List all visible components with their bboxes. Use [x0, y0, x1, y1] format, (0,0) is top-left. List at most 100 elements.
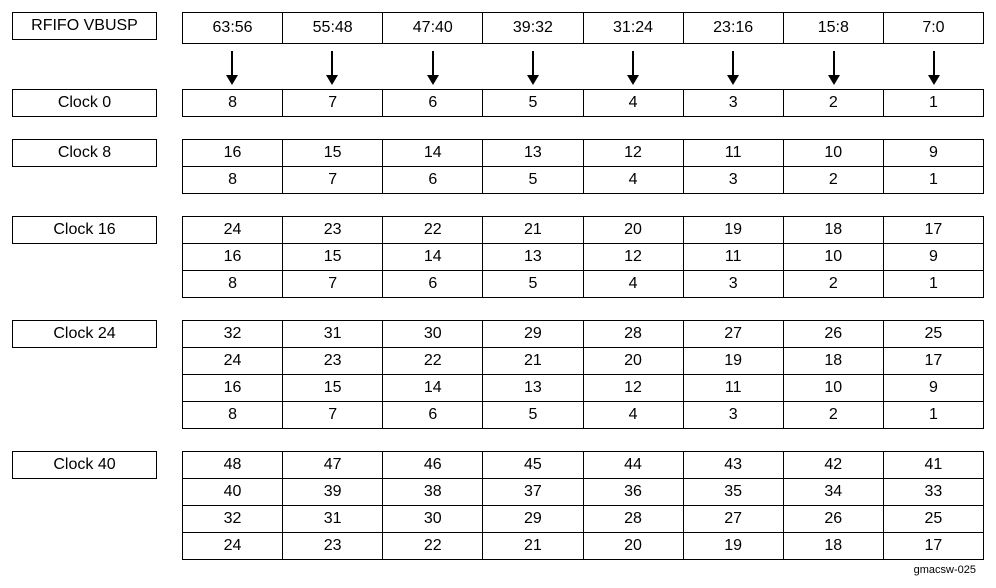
- down-arrow-icon: [927, 49, 941, 85]
- data-cell: 7: [283, 90, 383, 116]
- data-cell: 10: [784, 375, 884, 401]
- data-cell: 21: [483, 348, 583, 374]
- clock-data-col: 32 31 30 29 28 27 26 25 24 23 22 21 20 1…: [182, 320, 984, 429]
- data-cell: 3: [684, 402, 784, 428]
- arrow-cell: [483, 44, 583, 89]
- table-row: 8 7 6 5 4 3 2 1: [182, 89, 984, 117]
- data-cell: 17: [884, 533, 983, 559]
- data-cell: 25: [884, 506, 983, 532]
- data-cell: 5: [483, 90, 583, 116]
- data-cell: 9: [884, 140, 983, 166]
- data-cell: 26: [784, 506, 884, 532]
- bit-header-cell: 55:48: [283, 13, 383, 43]
- data-cell: 5: [483, 402, 583, 428]
- clock-label-col: Clock 0: [12, 89, 157, 117]
- bit-header-cell: 15:8: [784, 13, 884, 43]
- clock-label-col: Clock 24: [12, 320, 157, 348]
- data-cell: 47: [283, 452, 383, 478]
- data-cell: 27: [684, 506, 784, 532]
- arrow-row: [182, 44, 984, 89]
- data-cell: 28: [584, 506, 684, 532]
- data-cell: 29: [483, 506, 583, 532]
- arrow-cell: [182, 44, 282, 89]
- data-cell: 18: [784, 533, 884, 559]
- down-arrow-icon: [626, 49, 640, 85]
- block-gap: [12, 117, 984, 139]
- data-cell: 15: [283, 375, 383, 401]
- bit-header-cell: 23:16: [684, 13, 784, 43]
- data-cell: 16: [183, 375, 283, 401]
- clock-block-0: Clock 0 8 7 6 5 4 3 2 1: [12, 89, 984, 117]
- data-cell: 4: [584, 271, 684, 297]
- data-cell: 13: [483, 244, 583, 270]
- bit-header-cell: 7:0: [884, 13, 983, 43]
- bit-header-row: 63:56 55:48 47:40 39:32 31:24 23:16 15:8…: [182, 12, 984, 44]
- data-cell: 39: [283, 479, 383, 505]
- data-cell: 21: [483, 533, 583, 559]
- data-cell: 17: [884, 217, 983, 243]
- data-cell: 33: [884, 479, 983, 505]
- bit-header-cell: 47:40: [383, 13, 483, 43]
- table-row: 32 31 30 29 28 27 26 25: [182, 320, 984, 348]
- data-cell: 12: [584, 244, 684, 270]
- data-cell: 41: [884, 452, 983, 478]
- table-row: 32 31 30 29 28 27 26 25: [182, 506, 984, 533]
- data-cell: 18: [784, 217, 884, 243]
- block-gap: [12, 194, 984, 216]
- data-cell: 5: [483, 271, 583, 297]
- table-row: 16 15 14 13 12 11 10 9: [182, 139, 984, 167]
- down-arrow-icon: [225, 49, 239, 85]
- table-row: 24 23 22 21 20 19 18 17: [182, 348, 984, 375]
- clock-label: Clock 8: [12, 139, 157, 167]
- data-cell: 2: [784, 90, 884, 116]
- header-data-col: 63:56 55:48 47:40 39:32 31:24 23:16 15:8…: [182, 12, 984, 89]
- down-arrow-icon: [426, 49, 440, 85]
- clock-data-col: 16 15 14 13 12 11 10 9 8 7 6 5 4 3 2 1: [182, 139, 984, 194]
- clock-label: Clock 16: [12, 216, 157, 244]
- clock-data-col: 24 23 22 21 20 19 18 17 16 15 14 13 12 1…: [182, 216, 984, 298]
- data-cell: 16: [183, 140, 283, 166]
- title-label-col: RFIFO VBUSP: [12, 12, 157, 40]
- data-cell: 9: [884, 244, 983, 270]
- data-cell: 8: [183, 167, 283, 193]
- data-cell: 8: [183, 402, 283, 428]
- bit-header-cell: 31:24: [584, 13, 684, 43]
- data-cell: 2: [784, 402, 884, 428]
- data-cell: 15: [283, 244, 383, 270]
- data-cell: 43: [684, 452, 784, 478]
- clock-label: Clock 40: [12, 451, 157, 479]
- data-cell: 20: [584, 348, 684, 374]
- block-gap: [12, 298, 984, 320]
- data-cell: 24: [183, 217, 283, 243]
- data-cell: 9: [884, 375, 983, 401]
- data-cell: 12: [584, 140, 684, 166]
- clock-block-16: Clock 16 24 23 22 21 20 19 18 17 16 15 1…: [12, 216, 984, 298]
- data-cell: 14: [383, 140, 483, 166]
- footer-text: gmacsw-025: [12, 564, 984, 576]
- data-cell: 14: [383, 375, 483, 401]
- clock-block-8: Clock 8 16 15 14 13 12 11 10 9 8 7 6 5 4…: [12, 139, 984, 194]
- data-cell: 23: [283, 533, 383, 559]
- data-cell: 6: [383, 402, 483, 428]
- table-row: 16 15 14 13 12 11 10 9: [182, 375, 984, 402]
- down-arrow-icon: [325, 49, 339, 85]
- arrow-cell: [884, 44, 984, 89]
- data-cell: 44: [584, 452, 684, 478]
- table-row: 24 23 22 21 20 19 18 17: [182, 533, 984, 560]
- data-cell: 35: [684, 479, 784, 505]
- data-cell: 1: [884, 402, 983, 428]
- data-cell: 3: [684, 167, 784, 193]
- table-row: 8 7 6 5 4 3 2 1: [182, 271, 984, 298]
- data-cell: 46: [383, 452, 483, 478]
- data-cell: 38: [383, 479, 483, 505]
- data-cell: 5: [483, 167, 583, 193]
- header-block: RFIFO VBUSP 63:56 55:48 47:40 39:32 31:2…: [12, 12, 984, 89]
- clock-label-col: Clock 16: [12, 216, 157, 244]
- data-cell: 31: [283, 321, 383, 347]
- data-cell: 4: [584, 402, 684, 428]
- clock-label-col: Clock 8: [12, 139, 157, 167]
- data-cell: 40: [183, 479, 283, 505]
- data-cell: 22: [383, 348, 483, 374]
- data-cell: 23: [283, 348, 383, 374]
- data-cell: 11: [684, 244, 784, 270]
